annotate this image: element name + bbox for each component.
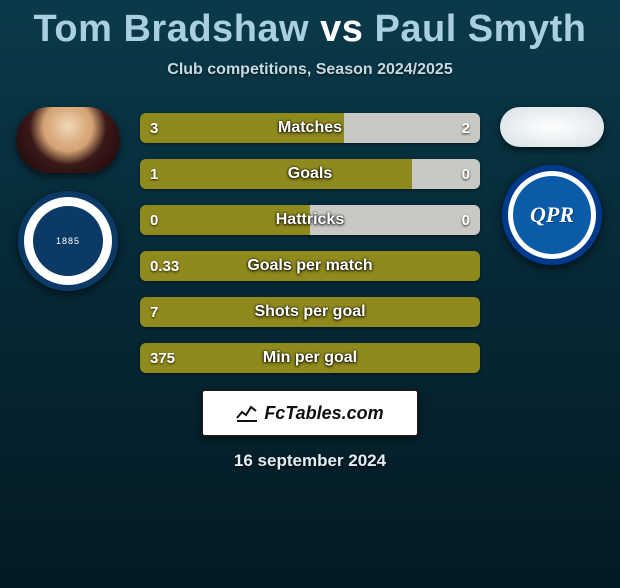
stat-row: Hattricks00: [140, 205, 480, 235]
club-badge-left: 1885: [18, 191, 118, 291]
stat-row: Goals10: [140, 159, 480, 189]
stat-bar-right: [310, 205, 480, 235]
stat-bar-left: [140, 343, 480, 373]
stats-bars: Matches32 Goals10 Hattricks00 Goals per mat…: [140, 107, 480, 373]
stat-row: Shots per goal7: [140, 297, 480, 327]
subtitle: Club competitions, Season 2024/2025: [0, 61, 620, 79]
club-badge-right: QPR: [502, 165, 602, 265]
left-column: 1885: [8, 107, 128, 291]
page-title: Tom Bradshaw vs Paul Smyth: [0, 8, 620, 51]
comparison-content: 1885 QPR Matches32 Goals10 Hattricks00 Goal…: [0, 107, 620, 471]
stat-row: Min per goal375: [140, 343, 480, 373]
date: 16 september 2024: [0, 451, 620, 471]
stat-bar-left: [140, 205, 310, 235]
club-badge-right-text: QPR: [513, 176, 591, 254]
stat-bar-left: [140, 297, 480, 327]
player1-photo: [16, 107, 120, 173]
stat-bar-right: [412, 159, 480, 189]
player1-name: Tom Bradshaw: [34, 8, 310, 50]
club-badge-left-text: 1885: [33, 206, 103, 276]
stat-row: Goals per match0.33: [140, 251, 480, 281]
stat-bar-right: [344, 113, 480, 143]
stat-bar-left: [140, 251, 480, 281]
right-column: QPR: [492, 107, 612, 265]
stat-row: Matches32: [140, 113, 480, 143]
versus-text: vs: [320, 8, 363, 50]
stat-bar-left: [140, 113, 344, 143]
brand-box[interactable]: FcTables.com: [201, 389, 419, 437]
brand-chart-icon: [236, 404, 258, 422]
brand-text: FcTables.com: [264, 403, 383, 424]
player2-photo: [500, 107, 604, 147]
stat-bar-left: [140, 159, 412, 189]
player2-name: Paul Smyth: [375, 8, 587, 50]
